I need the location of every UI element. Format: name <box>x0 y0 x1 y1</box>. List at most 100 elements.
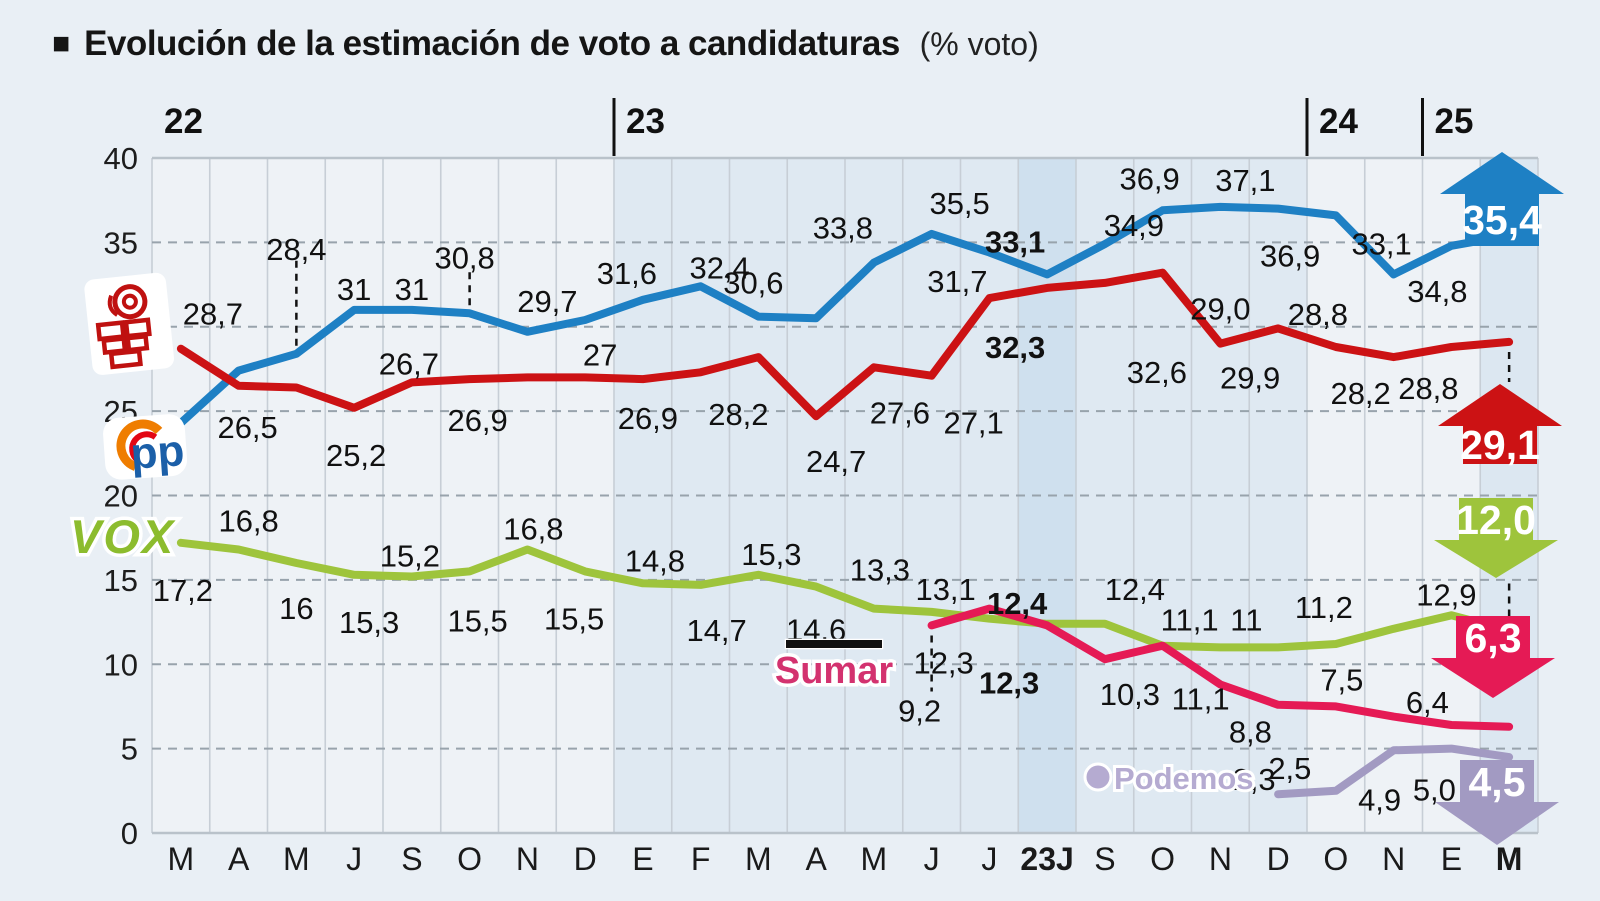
x-tick-label: N <box>1209 841 1232 877</box>
year-label: 25 <box>1435 102 1474 141</box>
pp-value-label: 36,9 <box>1119 161 1179 196</box>
year-label: 22 <box>164 102 203 141</box>
pp-value-label: 30,8 <box>434 240 494 275</box>
psoe-value-label: 26,7 <box>379 346 439 381</box>
pp-value-label: 37,1 <box>1215 163 1275 198</box>
sumar-logo-text: Sumar <box>775 650 893 692</box>
psoe-line <box>176 268 1514 421</box>
psoe-value-label: 26,5 <box>217 410 277 445</box>
x-tick-label: M <box>861 841 888 877</box>
pp-value-label: 33,8 <box>813 211 873 246</box>
podemos-value-label: 2,3 <box>1233 762 1276 797</box>
psoe-logo-icon <box>84 272 175 375</box>
sumar-value-label: 7,5 <box>1320 662 1363 697</box>
x-tick-label: M <box>1496 841 1523 877</box>
podemos-value-label: 4,9 <box>1358 782 1401 817</box>
psoe-value-label: 31,7 <box>927 264 987 299</box>
sumar-value-label: 10,3 <box>1100 677 1160 712</box>
pp-value-label: 32,4 <box>689 250 749 285</box>
psoe-value-label: 28,7 <box>183 297 243 332</box>
x-tick-label: F <box>691 841 711 877</box>
vox-logo-text: VOX <box>70 510 176 563</box>
x-tick-label: D <box>1267 841 1290 877</box>
sumar-logo-icon: Sumar <box>771 638 897 696</box>
psoe-value-label: 29,0 <box>1190 292 1250 327</box>
vox-logo-icon: VOX <box>67 507 178 567</box>
sumar-value-label: 11,1 <box>1172 682 1230 717</box>
sumar-value-label: 12,3 <box>913 645 973 680</box>
sumar-value-label: 6,4 <box>1406 685 1449 720</box>
x-tick-label: O <box>1323 841 1348 877</box>
title-unit: (% voto) <box>919 26 1039 62</box>
year-label: 24 <box>1319 102 1358 141</box>
psoe-value-label: 26,9 <box>447 403 507 438</box>
psoe-value-label: 28,8 <box>1398 371 1458 406</box>
y-tick-label: 20 <box>104 479 138 514</box>
podemos-final-value: 4,5 <box>1469 759 1526 805</box>
psoe-value-label: 26,9 <box>618 401 678 436</box>
x-tick-label: M <box>168 841 195 877</box>
vox-value-label: 12,9 <box>1416 577 1476 612</box>
x-tick-label: M <box>745 841 772 877</box>
psoe-value-label: 25,2 <box>326 438 386 473</box>
vox-final-value: 12,0 <box>1456 497 1536 543</box>
vox-value-label: 14,8 <box>625 543 685 578</box>
vox-trend-arrow-icon <box>1434 498 1558 578</box>
vox-value-label: 16,8 <box>503 512 563 547</box>
pp-value-label: 30,6 <box>723 266 783 301</box>
vox-value-label: 11 <box>1230 602 1262 637</box>
vox-value-label: 15,3 <box>339 605 399 640</box>
title-bullet-icon: ■ <box>52 27 71 60</box>
sumar-value-label: 12,3 <box>979 665 1039 700</box>
pp-value-label: 31 <box>337 272 371 307</box>
vox-value-label: 15,5 <box>544 601 604 636</box>
pp-value-label: 33,1 <box>985 224 1045 259</box>
vox-value-label: 13,3 <box>850 553 910 588</box>
psoe-value-label: 28,2 <box>1330 376 1390 411</box>
sumar-value-label: 9,2 <box>898 693 941 728</box>
x-tick-label: J <box>924 841 940 877</box>
psoe-value-label: 29,9 <box>1220 360 1280 395</box>
x-tick-label: O <box>1150 841 1175 877</box>
x-tick-label: N <box>516 841 539 877</box>
pp-value-label: 29,7 <box>517 284 577 319</box>
podemos-logo-text: Podemos <box>1114 761 1254 796</box>
vox-line <box>176 538 1514 652</box>
psoe-value-label: 28,2 <box>708 397 768 432</box>
vox-value-label: 15,2 <box>380 539 440 574</box>
x-tick-label: 23J <box>1020 841 1073 877</box>
x-tick-label: E <box>1441 841 1462 877</box>
x-tick-label: A <box>228 841 250 877</box>
vox-value-label: 16,8 <box>218 504 278 539</box>
psoe-value-label: 32,3 <box>985 330 1045 365</box>
x-tick-label: S <box>401 841 422 877</box>
vox-value-label: 16 <box>279 591 313 626</box>
x-tick-label: O <box>457 841 482 877</box>
pp-value-label: 36,9 <box>1260 239 1320 274</box>
vox-value-label: 17,2 <box>153 573 213 608</box>
psoe-value-label: 24,7 <box>806 444 866 479</box>
pp-value-label: 31,6 <box>597 256 657 291</box>
pp-value-label: 34,8 <box>1407 274 1467 309</box>
psoe-value-label: 28,8 <box>1288 297 1348 332</box>
sumar-value-label: 8,8 <box>1229 715 1272 750</box>
psoe-trend-arrow-icon <box>1438 384 1562 464</box>
vox-value-label: 12,4 <box>1105 572 1165 607</box>
podemos-line <box>1274 744 1514 799</box>
pp-value-label: 33,1 <box>1351 226 1411 261</box>
x-tick-label: J <box>346 841 362 877</box>
x-tick-label: N <box>1382 841 1405 877</box>
vox-value-label: 11,2 <box>1295 590 1353 625</box>
x-tick-label: A <box>805 841 827 877</box>
y-tick-label: 10 <box>104 647 138 682</box>
vox-value-label: 12,4 <box>987 586 1048 621</box>
psoe-value-label: 27 <box>583 337 617 372</box>
podemos-value-label: 2,5 <box>1268 751 1311 786</box>
psoe-final-value: 29,1 <box>1460 422 1540 468</box>
pp-value-label: 28,4 <box>266 232 326 267</box>
chart-title: ■ Evolución de la estimación de voto a ca… <box>52 24 1039 64</box>
x-tick-label: E <box>632 841 653 877</box>
x-tick-label: D <box>574 841 597 877</box>
vox-value-label: 14,7 <box>686 613 746 648</box>
